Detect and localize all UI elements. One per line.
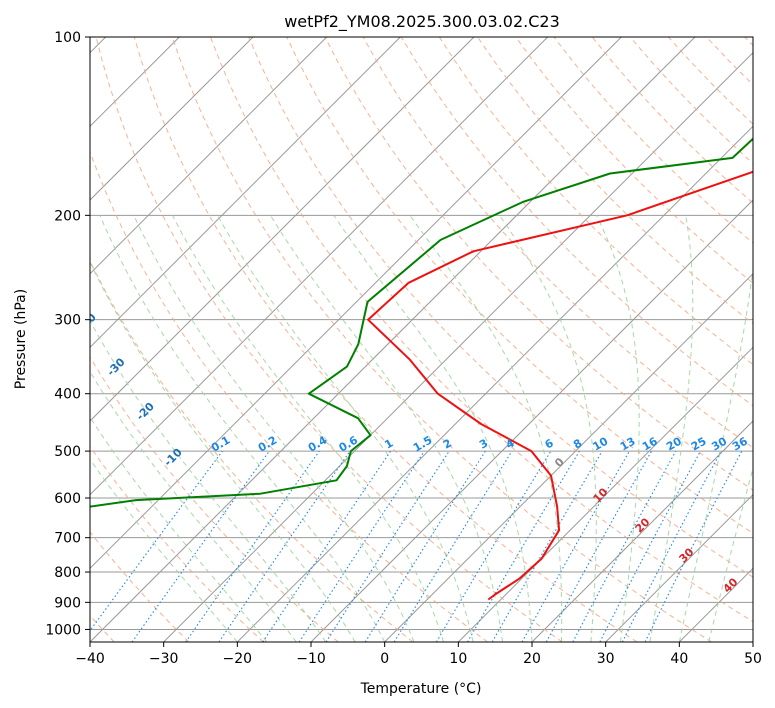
y-tick-label: 600 [54, 491, 81, 507]
dry-adiabat-line [90, 150, 488, 642]
x-tick-label: 0 [380, 651, 389, 667]
dry-adiabats [90, 37, 753, 642]
isotherm-line [90, 37, 401, 349]
x-tick-label: −10 [296, 651, 326, 667]
dewpoint-profile-line [90, 137, 753, 508]
mixing-ratio-lines [90, 450, 743, 642]
isotherm-line [90, 37, 622, 570]
moist-adiabat-line [499, 215, 597, 642]
mixing-ratio-line [185, 450, 320, 642]
moist-adiabat-line [678, 265, 753, 642]
mixing-ratio-line [393, 450, 513, 642]
moist-adiabats [90, 215, 753, 642]
moist-adiabat-line [649, 215, 694, 642]
x-axis-title: Temperature (°C) [360, 681, 482, 697]
y-tick-label: 1000 [45, 622, 81, 638]
isotherm-line [384, 272, 753, 642]
moist-adiabat-line [90, 319, 327, 642]
dry-adiabat-label: -40 [76, 311, 99, 334]
dry-adiabat-line [90, 259, 414, 642]
mixing-ratio-line [90, 450, 223, 632]
mixing-ratio-line [545, 450, 653, 642]
isotherm-line [605, 493, 753, 642]
dry-adiabat-line [95, 37, 563, 642]
mixing-ratio-line [218, 450, 351, 642]
mixing-ratio-line [262, 450, 392, 642]
isotherm-line [90, 37, 254, 201]
isotherm-line [90, 37, 549, 496]
y-axis: 100 200 300 400 500 600 700 800 900 1000 [45, 30, 90, 638]
dry-adiabat-line [438, 37, 753, 366]
plot-area: 0.10.20.40.611.52346810131620253036-100-… [76, 37, 753, 642]
mixing-ratio-line [325, 450, 450, 642]
dry-adiabat-line [210, 37, 753, 623]
x-tick-label: −30 [149, 651, 179, 667]
dry-adiabat-line [90, 356, 339, 642]
chart-title: wetPf2_YM08.2025.300.03.02.C23 [284, 12, 560, 32]
y-tick-label: 500 [54, 444, 81, 460]
isotherm-line [163, 51, 753, 642]
y-axis-title: Pressure (hPa) [13, 289, 29, 389]
mixing-ratio-line [131, 450, 270, 642]
isobar-grid [90, 37, 753, 630]
moist-adiabat-line [708, 466, 753, 642]
moist-adiabat-line [90, 370, 297, 642]
moist-adiabat-line [90, 458, 238, 642]
dry-adiabat-line [133, 37, 638, 642]
temperature-profile-line [367, 170, 753, 601]
x-tick-label: 20 [523, 651, 541, 667]
moist-adiabat-line [333, 215, 533, 642]
mixing-ratio-line [521, 450, 630, 642]
y-tick-label: 800 [54, 565, 81, 581]
x-tick-label: 10 [449, 651, 467, 667]
dry-adiabat-line [515, 37, 753, 284]
moist-adiabat-line [217, 215, 474, 642]
dry-adiabat-line [171, 37, 712, 642]
moist-adiabat-line [90, 416, 268, 642]
y-tick-label: 300 [54, 313, 81, 329]
y-tick-label: 200 [54, 208, 81, 224]
y-tick-label: 700 [54, 531, 81, 547]
moist-adiabat-line [270, 215, 503, 642]
mixing-ratio-line [572, 450, 677, 642]
plot-frame [89, 36, 754, 643]
dry-adiabat-line [286, 37, 753, 534]
moist-adiabat-line [133, 215, 415, 642]
moist-adiabat-line [90, 260, 356, 642]
x-tick-label: 50 [744, 651, 762, 667]
isotherm-line [90, 37, 328, 275]
profile-series [90, 137, 753, 601]
x-tick-label: −20 [223, 651, 253, 667]
dry-adiabat-line [90, 531, 190, 642]
dry-adiabat-line [400, 37, 753, 407]
moist-adiabat-line [409, 215, 563, 642]
x-tick-label: 30 [597, 651, 615, 667]
isotherm-line [236, 125, 753, 642]
x-tick-label: −40 [75, 651, 105, 667]
mixing-ratio-line [644, 450, 743, 642]
y-tick-label: 900 [54, 595, 81, 611]
dry-adiabat-line [90, 445, 264, 642]
x-tick-label: 40 [670, 651, 688, 667]
moist-adiabat-line [596, 215, 640, 642]
moist-adiabat-line [172, 215, 445, 642]
isotherm-grid [90, 37, 753, 642]
dry-adiabat-line [248, 37, 753, 578]
isotherm-line [90, 37, 696, 642]
isotherm-line [90, 37, 475, 422]
y-tick-label: 400 [54, 387, 81, 403]
mixing-ratio-line [298, 450, 425, 642]
y-tick-label: 100 [54, 30, 81, 46]
x-axis: −40 −30 −20 −10 0 10 20 30 40 50 [75, 642, 762, 667]
isotherm-line [531, 420, 753, 642]
